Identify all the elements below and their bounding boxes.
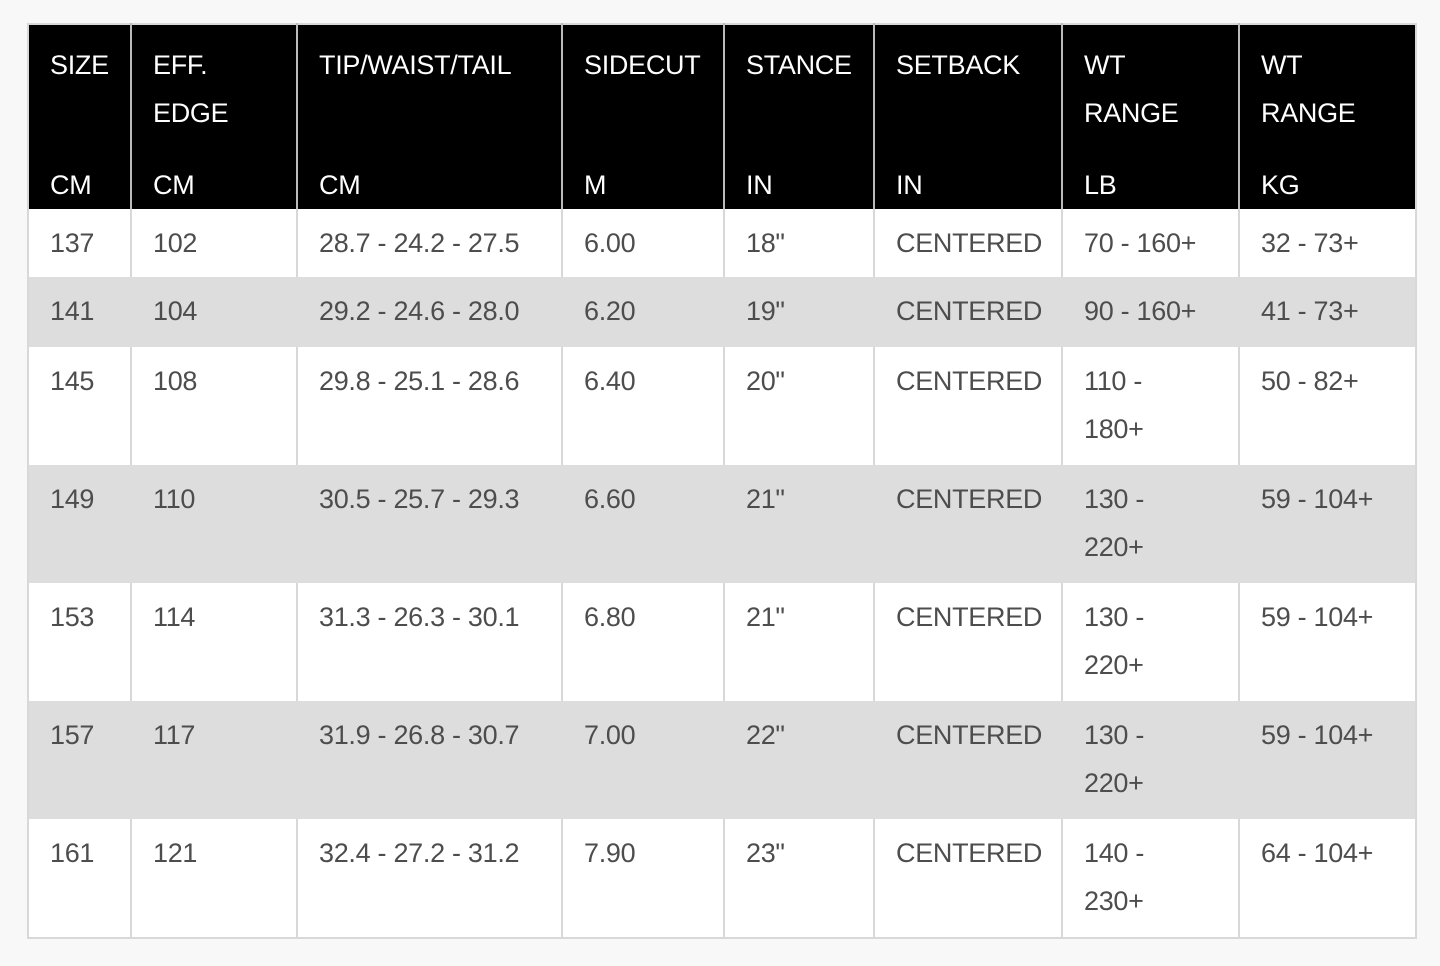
table-row: 157 117 31.9 - 26.8 - 30.7 7.00 22" CENTERED 1… [28,701,1416,819]
header-unit: IN [746,170,773,200]
cell-tip-waist-tail: 29.2 - 24.6 - 28.0 [296,277,562,347]
table-row: 153 114 31.3 - 26.3 - 30.1 6.80 21" CENTERED 1… [28,583,1416,701]
cell-size: 157 [28,701,131,819]
cell-setback: CENTERED [873,819,1062,938]
cell-sidecut: 6.40 [561,347,724,465]
cell-size: 145 [50,366,95,396]
cell-setback: CENTERED [873,583,1062,701]
cell-size: 137 [50,228,95,258]
table-row: 141 104 29.2 - 24.6 - 28.0 6.20 19" CENTERED 9… [28,277,1416,347]
table-row: 161 121 32.4 - 27.2 - 31.2 7.90 23" CENTERED 1… [28,819,1416,938]
header-sidecut: SIDECUT M [561,24,724,209]
header-size: SIZE CM [28,24,131,209]
header-unit: IN [896,170,923,200]
header-stance: STANCE IN [723,24,874,209]
cell-tip-waist-tail: 28.7 - 24.2 - 27.5 [296,209,562,277]
cell-stance: 21" [723,465,874,583]
cell-weight-range-kg: 50 - 82+ [1238,347,1416,465]
cell-tip-waist-tail: 32.4 - 27.2 - 31.2 [296,819,562,938]
header-effective-edge: EFF. EDGE CM [130,24,297,209]
cell-tip-waist-tail: 29.8 - 25.1 - 28.6 [296,347,562,465]
cell-tip-waist-tail: 31.3 - 26.3 - 30.1 [296,583,562,701]
cell-weight-range-lb: 130 - 220+ [1061,465,1239,583]
size-chart-table: SIZE CM EFF. EDGE CM TIP/WAIST/TAIL CM SIDECUT… [27,23,1417,939]
cell-sidecut: 6.20 [561,277,724,347]
header-unit: CM [153,170,195,200]
cell-stance: 20" [723,347,874,465]
header-tip-waist-tail: TIP/WAIST/TAIL CM [296,24,562,209]
cell-effective-edge: 110 [130,465,297,583]
cell-weight-range-kg: 59 - 104+ [1238,583,1416,701]
cell-sidecut: 7.00 [561,701,724,819]
cell-tip-waist-tail: 31.9 - 26.8 - 30.7 [296,701,562,819]
cell-size: 149 [28,465,131,583]
cell-size: 161 [50,838,95,868]
cell-size: 153 [50,602,95,632]
cell-tip-waist-tail: 30.5 - 25.7 - 29.3 [296,465,562,583]
cell-effective-edge: 114 [130,583,297,701]
header-setback: SETBACK IN [873,24,1062,209]
header-label: SIZE [50,50,109,80]
cell-setback: CENTERED [873,277,1062,347]
table-row: 137 102 28.7 - 24.2 - 27.5 6.00 18" CENTERED 7… [28,209,1416,277]
cell-sidecut: 6.80 [561,583,724,701]
header-unit: M [584,170,607,200]
cell-effective-edge: 108 [130,347,297,465]
cell-sidecut: 6.60 [561,465,724,583]
header-label: EFF. EDGE [153,50,229,128]
cell-size: 141 [28,277,131,347]
cell-weight-range-lb: 90 - 160+ [1061,277,1239,347]
header-unit: LB [1084,170,1117,200]
header-weight-range-kg: WT RANGE KG [1238,24,1416,209]
cell-effective-edge: 117 [130,701,297,819]
cell-setback: CENTERED [873,701,1062,819]
cell-stance: 22" [723,701,874,819]
header-label: SIDECUT [584,50,701,80]
header-unit: KG [1261,170,1300,200]
cell-setback: CENTERED [873,209,1062,277]
cell-effective-edge: 102 [130,209,297,277]
cell-weight-range-kg: 64 - 104+ [1238,819,1416,938]
cell-weight-range-lb: 130 - 220+ [1061,701,1239,819]
cell-sidecut: 7.90 [561,819,724,938]
cell-effective-edge: 121 [130,819,297,938]
header-label: TIP/WAIST/TAIL [319,50,512,80]
cell-weight-range-kg: 41 - 73+ [1238,277,1416,347]
cell-weight-range-kg: 59 - 104+ [1238,465,1416,583]
header-row: SIZE CM EFF. EDGE CM TIP/WAIST/TAIL CM SIDECUT… [28,24,1416,209]
cell-weight-range-lb: 70 - 160+ [1061,209,1239,277]
header-label: WT RANGE [1261,50,1356,128]
cell-stance: 19" [723,277,874,347]
header-label: WT RANGE [1084,50,1179,128]
cell-effective-edge: 104 [130,277,297,347]
cell-stance: 23" [723,819,874,938]
cell-setback: CENTERED [873,465,1062,583]
table-row: 149 110 30.5 - 25.7 - 29.3 6.60 21" CENTERED 1… [28,465,1416,583]
header-label: STANCE [746,50,852,80]
cell-weight-range-kg: 59 - 104+ [1238,701,1416,819]
header-weight-range-lb: WT RANGE LB [1061,24,1239,209]
header-unit: CM [50,170,92,200]
header-unit: CM [319,170,361,200]
cell-weight-range-kg: 32 - 73+ [1238,209,1416,277]
cell-weight-range-lb: 140 - 230+ [1061,819,1239,938]
cell-stance: 21" [723,583,874,701]
cell-sidecut: 6.00 [561,209,724,277]
cell-weight-range-lb: 110 - 180+ [1061,347,1239,465]
cell-setback: CENTERED [873,347,1062,465]
cell-stance: 18" [723,209,874,277]
table-row: 145 108 29.8 - 25.1 - 28.6 6.40 20" CENTERED 1… [28,347,1416,465]
header-label: SETBACK [896,50,1020,80]
cell-weight-range-lb: 130 - 220+ [1061,583,1239,701]
